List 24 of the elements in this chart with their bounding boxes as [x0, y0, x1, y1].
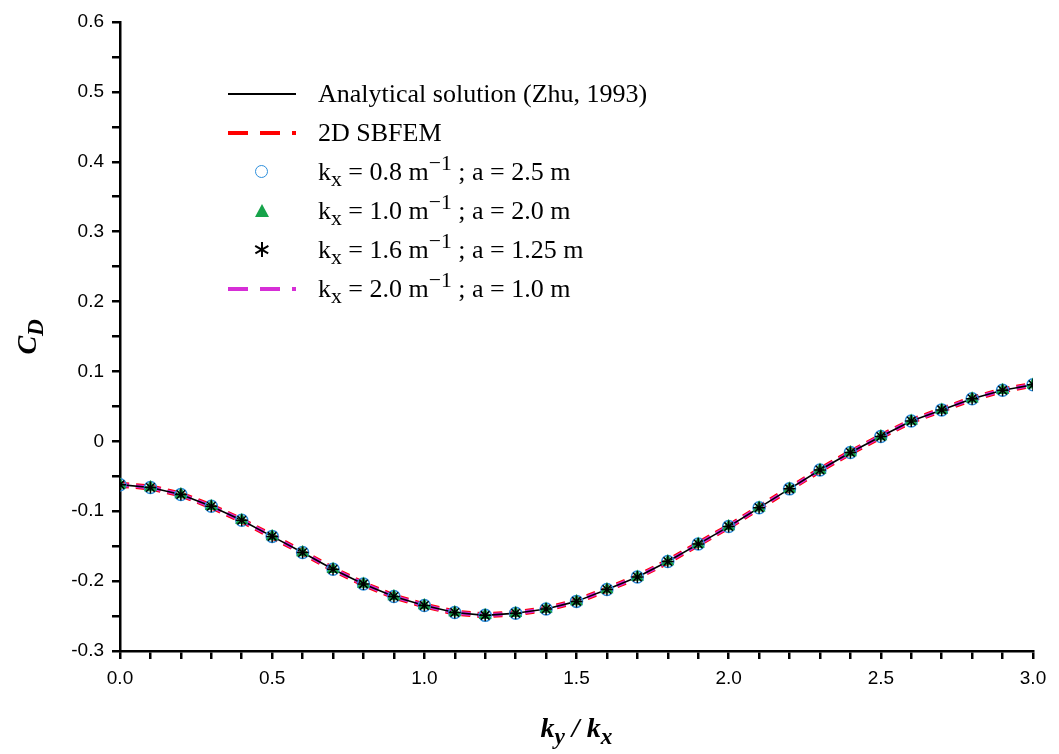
x-tick-label: 2.0: [715, 666, 742, 688]
y-tick-label: -0.3: [71, 639, 104, 661]
legend-label: k$_{x}$ = 2.0 m$^{−1}$ ; a = 1.0 m: [318, 268, 571, 309]
y-tick-label: 0.4: [77, 150, 105, 172]
y-tick-label: 0.2: [77, 289, 104, 311]
x-tick-label: 1.5: [563, 666, 590, 688]
y-tick-label: 0.6: [77, 10, 104, 32]
x-tick-label: 1.0: [411, 666, 438, 688]
x-tick-label: 3.0: [1019, 666, 1047, 688]
y-tick-label: 0.3: [77, 219, 104, 241]
y-tick-label: 0.1: [77, 359, 104, 381]
legend-label: 2D SBFEM: [318, 117, 442, 148]
y-tick-label: -0.1: [71, 499, 104, 521]
x-tick-label: 2.5: [867, 666, 895, 688]
x-tick-label: 0.5: [258, 666, 286, 688]
x-tick-label: 0.0: [106, 666, 134, 688]
legend-label: k$_{x}$ = 1.0 m$^{−1}$ ; a = 2.0 m: [318, 190, 571, 231]
y-tick-label: 0: [93, 429, 104, 451]
legend-label: k$_{x}$ = 1.6 m$^{−1}$ ; a = 1.25 m: [318, 229, 584, 270]
legend-label: Analytical solution (Zhu, 1993): [318, 78, 648, 109]
y-tick-label: -0.2: [71, 569, 104, 591]
x-axis-title: k$_{y}$ / k$_{x}$: [540, 712, 613, 750]
legend-label: k$_{x}$ = 0.8 m$^{−1}$ ; a = 2.5 m: [318, 151, 571, 192]
y-tick-label: 0.5: [77, 80, 104, 102]
